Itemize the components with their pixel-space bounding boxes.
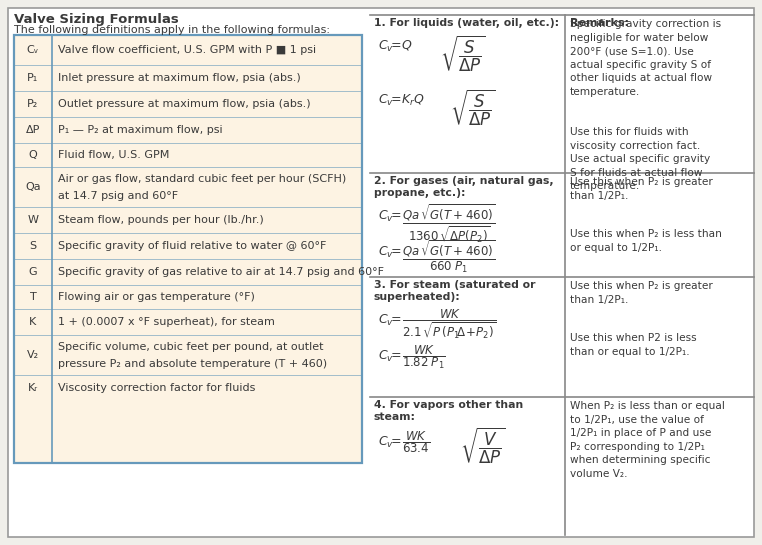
FancyBboxPatch shape xyxy=(8,8,754,537)
Text: Specific gravity of gas relative to air at 14.7 psig and 60°F: Specific gravity of gas relative to air … xyxy=(58,267,384,277)
FancyBboxPatch shape xyxy=(14,35,362,463)
Text: Flowing air or gas temperature (°F): Flowing air or gas temperature (°F) xyxy=(58,292,255,302)
Text: 3. For steam (saturated or
superheated):: 3. For steam (saturated or superheated): xyxy=(374,280,536,302)
Text: P₁ — P₂ at maximum flow, psi: P₁ — P₂ at maximum flow, psi xyxy=(58,125,223,135)
Text: V₂: V₂ xyxy=(27,350,39,360)
Text: Outlet pressure at maximum flow, psia (abs.): Outlet pressure at maximum flow, psia (a… xyxy=(58,99,311,109)
Text: 2. For gases (air, natural gas,
propane, etc.):: 2. For gases (air, natural gas, propane,… xyxy=(374,176,554,198)
Text: 4. For vapors other than
steam:: 4. For vapors other than steam: xyxy=(374,400,523,422)
Text: Inlet pressure at maximum flow, psia (abs.): Inlet pressure at maximum flow, psia (ab… xyxy=(58,73,301,83)
Text: Use this when P₂ is greater
than 1/2P₁.: Use this when P₂ is greater than 1/2P₁. xyxy=(570,177,712,201)
Text: Use this when P2 is less
than or equal to 1/2P₁.: Use this when P2 is less than or equal t… xyxy=(570,333,696,356)
Text: The following definitions apply in the following formulas:: The following definitions apply in the f… xyxy=(14,25,330,35)
Text: $C_v\!\!=\!$: $C_v\!\!=\!$ xyxy=(378,313,402,328)
Text: $\dfrac{WK}{2.1\,\sqrt{P\,(P_1\!\Delta\!+\!P_2)}}$: $\dfrac{WK}{2.1\,\sqrt{P\,(P_1\!\Delta\!… xyxy=(402,307,496,341)
Text: Valve flow coefficient, U.S. GPM with P ■ 1 psi: Valve flow coefficient, U.S. GPM with P … xyxy=(58,45,316,55)
Text: P₁: P₁ xyxy=(27,73,39,83)
Text: T: T xyxy=(30,292,37,302)
Text: $C_v\!\!=\!$: $C_v\!\!=\!$ xyxy=(378,435,402,450)
Text: Q: Q xyxy=(29,150,37,160)
Text: Qa: Qa xyxy=(25,182,41,192)
Text: When P₂ is less than or equal
to 1/2P₁, use the value of
1/2P₁ in place of P and: When P₂ is less than or equal to 1/2P₁, … xyxy=(570,401,725,479)
Text: Air or gas flow, standard cubic feet per hour (SCFH): Air or gas flow, standard cubic feet per… xyxy=(58,174,346,184)
Text: $C_v\!\!=\!$: $C_v\!\!=\!$ xyxy=(378,349,402,364)
Text: Use this for fluids with
viscosity correction fact.
Use actual specific gravity
: Use this for fluids with viscosity corre… xyxy=(570,127,710,191)
Text: Valve Sizing Formulas: Valve Sizing Formulas xyxy=(14,13,179,26)
Text: $\dfrac{WK}{1.82\;P_1}$: $\dfrac{WK}{1.82\;P_1}$ xyxy=(402,343,446,371)
Text: $C_v\!\!=\!K_r Q$: $C_v\!\!=\!K_r Q$ xyxy=(378,93,425,108)
Text: Specific gravity correction is
negligible for water below
200°F (use S=1.0). Use: Specific gravity correction is negligibl… xyxy=(570,19,721,97)
Text: Steam flow, pounds per hour (lb./hr.): Steam flow, pounds per hour (lb./hr.) xyxy=(58,215,264,225)
Text: Use this when P₂ is less than
or equal to 1/2P₁.: Use this when P₂ is less than or equal t… xyxy=(570,229,722,252)
Text: $C_v\!\!=\!$: $C_v\!\!=\!$ xyxy=(378,209,402,224)
Text: Specific volume, cubic feet per pound, at outlet: Specific volume, cubic feet per pound, a… xyxy=(58,342,324,352)
Text: S: S xyxy=(30,241,37,251)
Text: Fluid flow, U.S. GPM: Fluid flow, U.S. GPM xyxy=(58,150,169,160)
Text: $\sqrt{\dfrac{S}{\Delta P}}$: $\sqrt{\dfrac{S}{\Delta P}}$ xyxy=(450,87,496,128)
Text: Use this when P₂ is greater
than 1/2P₁.: Use this when P₂ is greater than 1/2P₁. xyxy=(570,281,712,305)
Text: Kᵣ: Kᵣ xyxy=(28,383,38,393)
Text: Specific gravity of fluid relative to water @ 60°F: Specific gravity of fluid relative to wa… xyxy=(58,241,326,251)
Text: $\sqrt{\dfrac{V}{\Delta P}}$: $\sqrt{\dfrac{V}{\Delta P}}$ xyxy=(460,425,506,465)
Text: 1. For liquids (water, oil, etc.):: 1. For liquids (water, oil, etc.): xyxy=(374,18,559,28)
Text: Cᵥ: Cᵥ xyxy=(27,45,39,55)
Text: W: W xyxy=(27,215,39,225)
Text: $\dfrac{Qa\,\sqrt{G(T+460)}}{1360\,\sqrt{\Delta P(P_2)}}$: $\dfrac{Qa\,\sqrt{G(T+460)}}{1360\,\sqrt… xyxy=(402,203,495,245)
Text: at 14.7 psig and 60°F: at 14.7 psig and 60°F xyxy=(58,191,178,201)
Text: $C_v\!\!=\!$: $C_v\!\!=\!$ xyxy=(378,245,402,260)
Text: Viscosity correction factor for fluids: Viscosity correction factor for fluids xyxy=(58,383,255,393)
Text: Remarks:: Remarks: xyxy=(570,18,629,28)
Text: G: G xyxy=(29,267,37,277)
Text: P₂: P₂ xyxy=(27,99,39,109)
Text: K: K xyxy=(30,317,37,327)
Text: 1 + (0.0007 x °F superheat), for steam: 1 + (0.0007 x °F superheat), for steam xyxy=(58,317,275,327)
Text: $\dfrac{Qa\,\sqrt{G(T+460)}}{660\;P_1}$: $\dfrac{Qa\,\sqrt{G(T+460)}}{660\;P_1}$ xyxy=(402,239,495,276)
Text: $\dfrac{WK}{63.4}$: $\dfrac{WK}{63.4}$ xyxy=(402,429,431,455)
Text: pressure P₂ and absolute temperature (T + 460): pressure P₂ and absolute temperature (T … xyxy=(58,359,327,369)
Text: $C_v\!\!=\!Q$: $C_v\!\!=\!Q$ xyxy=(378,39,413,54)
Text: $\sqrt{\dfrac{S}{\Delta P}}$: $\sqrt{\dfrac{S}{\Delta P}}$ xyxy=(440,33,486,74)
Text: ΔP: ΔP xyxy=(26,125,40,135)
